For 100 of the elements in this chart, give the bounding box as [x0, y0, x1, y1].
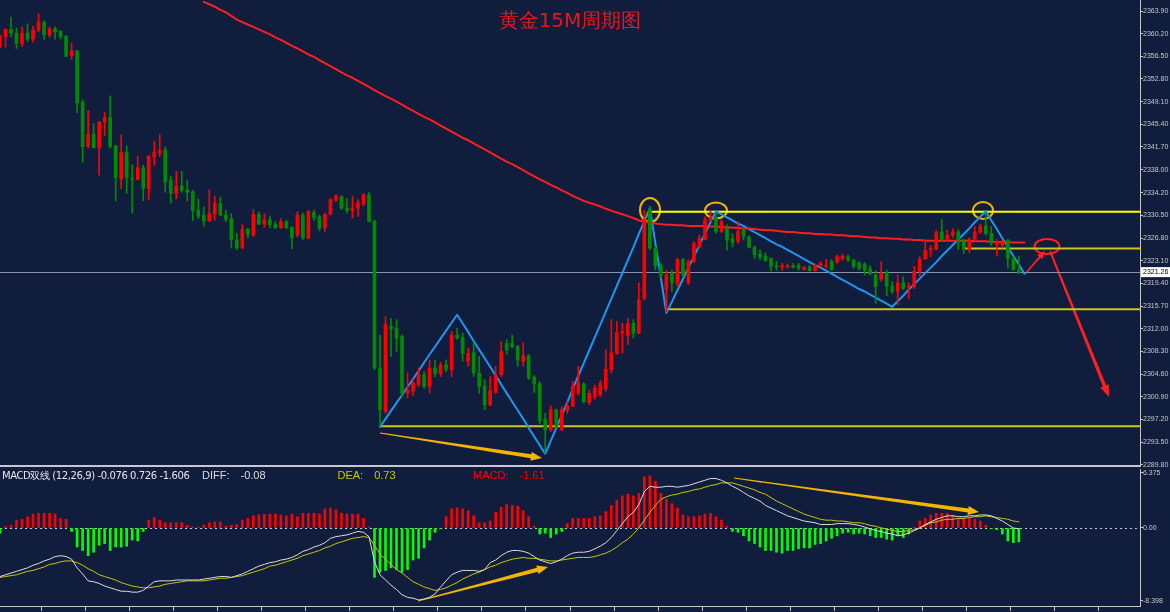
bar [296, 516, 299, 528]
bar [340, 512, 343, 528]
bar [274, 513, 277, 528]
bar [141, 528, 145, 532]
bar [92, 528, 95, 553]
bar [665, 499, 668, 528]
candlestick [207, 189, 212, 222]
bar [841, 528, 844, 534]
bar [81, 528, 84, 551]
bar [1000, 528, 1004, 535]
bar [582, 518, 586, 528]
bar [285, 515, 288, 528]
bar [626, 493, 630, 528]
annotation: -0.08 [240, 469, 266, 481]
bar [984, 525, 988, 528]
bar [240, 519, 244, 528]
bar [252, 515, 255, 528]
bar [609, 505, 613, 528]
bar [598, 515, 602, 528]
bar [428, 528, 431, 541]
bar [615, 499, 619, 528]
bar [604, 511, 608, 528]
bar [263, 513, 266, 528]
bar [731, 528, 734, 532]
bar [538, 528, 542, 535]
bar [174, 522, 178, 528]
candlestick [130, 164, 134, 214]
bar [560, 528, 564, 532]
bar [808, 528, 811, 549]
candlestick [389, 318, 393, 357]
bar [152, 517, 156, 528]
bar [494, 512, 497, 528]
bar [698, 515, 701, 528]
bar [543, 528, 547, 534]
candlestick [157, 134, 162, 158]
bar [180, 522, 184, 528]
bar [362, 518, 365, 528]
bar [918, 520, 922, 528]
bar [978, 520, 982, 528]
bar [632, 495, 635, 528]
bar [786, 528, 789, 551]
bar [351, 513, 354, 528]
text: MACD: [473, 469, 509, 481]
bar [973, 518, 977, 528]
bar [587, 518, 591, 528]
bar [521, 510, 525, 528]
bar [874, 528, 877, 538]
bar [114, 528, 117, 548]
bar [565, 523, 569, 528]
bar [549, 528, 553, 538]
bar [48, 512, 51, 528]
bar [417, 528, 420, 559]
bar [103, 528, 106, 544]
bar [158, 519, 162, 528]
bar [395, 528, 398, 570]
bar [962, 518, 966, 528]
bar [797, 528, 800, 550]
bar [643, 476, 646, 528]
bar [70, 528, 73, 532]
bar [246, 518, 250, 528]
bar [1012, 528, 1015, 544]
bar [863, 528, 866, 535]
bar [516, 505, 520, 528]
bar [213, 521, 217, 528]
bar [830, 528, 833, 539]
bar [163, 522, 167, 528]
bar [37, 512, 40, 528]
bar [450, 508, 453, 528]
bar [1006, 528, 1010, 542]
chart-title: MACD双线 (12,26,9) -0.076 0.726 -1.606 [2, 469, 190, 483]
bar [709, 512, 712, 528]
bar [764, 528, 767, 551]
bar [461, 508, 464, 528]
bar [26, 516, 29, 528]
bar [307, 512, 310, 528]
bar [505, 504, 508, 528]
bar [554, 528, 558, 535]
bar [510, 505, 514, 528]
bar [753, 528, 756, 544]
bar [472, 515, 475, 528]
bar [819, 528, 822, 544]
bar [318, 513, 321, 528]
bar [620, 495, 624, 528]
bar [654, 480, 657, 528]
bar [384, 528, 387, 571]
annotation: 0.73 [374, 469, 396, 481]
bar [742, 528, 745, 537]
text: DIFF: [202, 469, 230, 481]
candlestick [824, 259, 828, 269]
bar [125, 528, 128, 547]
annotation: -1.61 [519, 469, 545, 481]
bar [676, 507, 679, 528]
bar [136, 528, 140, 542]
bar [593, 516, 597, 528]
bar [406, 528, 409, 570]
bar [185, 525, 189, 528]
text: 黄金15M周期图 [497, 7, 643, 34]
bar [720, 519, 723, 528]
candlestick [1017, 255, 1021, 275]
bar [571, 518, 575, 528]
